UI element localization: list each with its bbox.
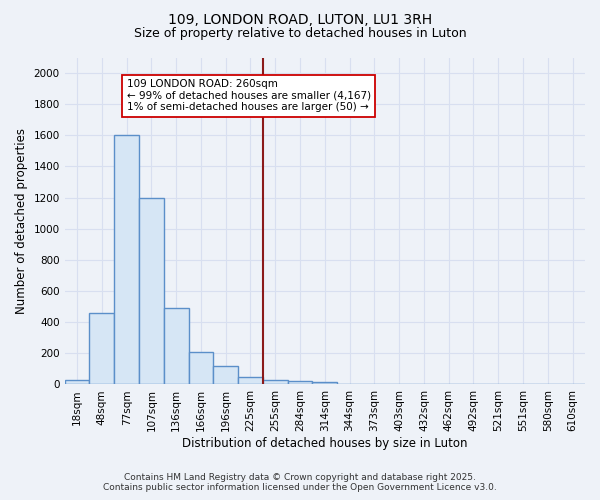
Bar (263, 380, 287, 384)
Bar (89, 313, 114, 384)
Text: Contains HM Land Registry data © Crown copyright and database right 2025.
Contai: Contains HM Land Registry data © Crown c… (103, 473, 497, 492)
Bar (214, 366, 238, 384)
Bar (188, 352, 214, 384)
Bar (238, 376, 263, 384)
Bar (287, 382, 313, 384)
Text: 109 LONDON ROAD: 260sqm
← 99% of detached houses are smaller (4,167)
1% of semi-: 109 LONDON ROAD: 260sqm ← 99% of detache… (127, 80, 371, 112)
Bar (139, 198, 164, 384)
Text: Size of property relative to detached houses in Luton: Size of property relative to detached ho… (134, 28, 466, 40)
Bar (164, 308, 188, 384)
Y-axis label: Number of detached properties: Number of detached properties (15, 128, 28, 314)
Text: 109, LONDON ROAD, LUTON, LU1 3RH: 109, LONDON ROAD, LUTON, LU1 3RH (168, 12, 432, 26)
Bar (313, 382, 337, 384)
Bar (114, 136, 139, 384)
Bar (65, 380, 89, 384)
X-axis label: Distribution of detached houses by size in Luton: Distribution of detached houses by size … (182, 437, 467, 450)
